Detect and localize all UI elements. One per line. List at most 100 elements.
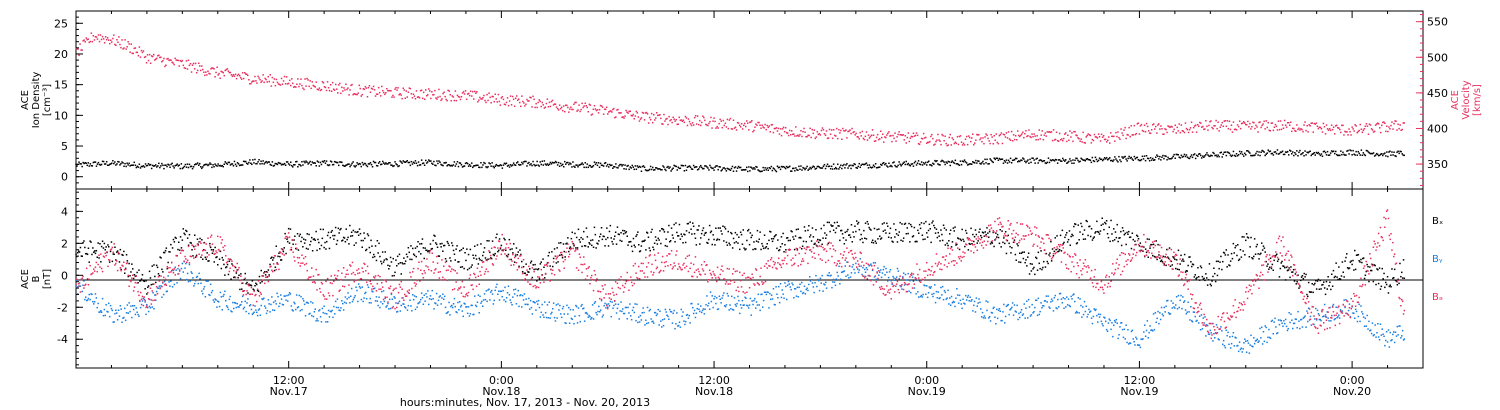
bx-point (1108, 226, 1110, 228)
ion-density-point (1367, 151, 1370, 153)
bx-point (1164, 256, 1166, 258)
by-point (699, 310, 701, 313)
velocity-point (1318, 126, 1321, 128)
ion-density-point (369, 162, 372, 164)
bx-point (458, 261, 460, 263)
by-point (423, 294, 425, 296)
bx-point (309, 244, 311, 246)
bx-point (1020, 252, 1023, 254)
bx-point (239, 288, 241, 291)
velocity-point (614, 116, 616, 119)
bx-point (1258, 258, 1260, 260)
ion-density-point (866, 164, 869, 166)
bx-point (1043, 260, 1045, 263)
ion-density-point (221, 164, 223, 167)
bx-point (978, 231, 980, 233)
ion-density-point (1356, 154, 1358, 156)
ion-density-point (1379, 154, 1381, 156)
bx-point (1109, 240, 1111, 243)
by-point (107, 311, 109, 313)
by-point (623, 312, 626, 315)
by-point (272, 301, 275, 304)
by-point (451, 306, 454, 309)
bx-point (619, 239, 621, 242)
bx-point (205, 258, 207, 260)
by-point (414, 308, 417, 311)
ion-density-point (1249, 152, 1251, 154)
bx-point (1230, 252, 1233, 255)
velocity-point (438, 88, 440, 91)
bx-point (1288, 267, 1290, 269)
ion-density-point (715, 165, 717, 167)
ion-density-point (120, 162, 122, 165)
bx-point (1243, 236, 1245, 238)
ion-density-point (305, 160, 307, 162)
by-point (274, 300, 277, 302)
ion-density-point (117, 160, 119, 163)
velocity-point (949, 133, 951, 136)
bx-point (592, 246, 595, 248)
by-point (608, 305, 611, 307)
bx-point (82, 242, 84, 244)
bx-point (1294, 273, 1297, 275)
ion-density-point (206, 163, 208, 166)
velocity-point (1009, 139, 1012, 141)
velocity-point (269, 74, 271, 76)
ion-density-point (220, 165, 222, 167)
ion-density-point (858, 162, 860, 165)
ion-density-point (1102, 158, 1105, 161)
velocity-point (589, 104, 592, 106)
by-point (296, 306, 299, 309)
velocity-point (1278, 128, 1281, 131)
ion-density-point (601, 164, 604, 167)
by-point (533, 301, 535, 303)
bx-point (1074, 223, 1076, 225)
by-point (617, 303, 620, 306)
ion-density-point (214, 163, 216, 165)
bx-point (1105, 222, 1107, 225)
bx-point (167, 261, 169, 264)
bx-point (1072, 234, 1074, 237)
by-point (490, 289, 493, 292)
bx-point (926, 236, 929, 238)
bx-point (551, 251, 553, 253)
bx-point (1260, 252, 1262, 255)
velocity-tick-label: 400 (1427, 122, 1448, 135)
by-point (173, 283, 176, 286)
bx-point (493, 254, 495, 257)
velocity-point (277, 83, 280, 85)
by-point (347, 292, 349, 294)
bx-point (1227, 254, 1229, 256)
velocity-point (351, 83, 353, 86)
velocity-tick-label: 500 (1427, 51, 1448, 64)
bx-point (1280, 262, 1282, 264)
velocity-axis-label-1: ACE (1450, 90, 1461, 110)
velocity-point (394, 88, 396, 90)
velocity-point (1214, 125, 1216, 127)
bx-point (1144, 248, 1147, 250)
ion-density-point (605, 165, 608, 167)
ion-density-point (641, 165, 644, 168)
bx-point (620, 232, 622, 234)
bx-point (171, 247, 174, 249)
bx-point (85, 253, 87, 255)
velocity-point (126, 46, 128, 48)
ion-density-point (741, 169, 744, 171)
bx-point (1401, 271, 1403, 274)
velocity-point (170, 59, 172, 61)
ion-density-point (1118, 155, 1120, 158)
ion-density-point (919, 163, 922, 166)
bx-point (974, 229, 977, 231)
ion-density-point (994, 158, 996, 161)
bx-point (1102, 223, 1104, 225)
by-point (755, 301, 758, 303)
by-point (136, 311, 138, 313)
bx-point (121, 253, 123, 256)
bx-point (1251, 257, 1253, 259)
by-point (420, 298, 422, 301)
ion-density-point (222, 165, 224, 168)
by-point (219, 291, 222, 294)
bx-point (451, 244, 454, 247)
velocity-point (740, 123, 743, 125)
ion-density-point (630, 167, 632, 169)
